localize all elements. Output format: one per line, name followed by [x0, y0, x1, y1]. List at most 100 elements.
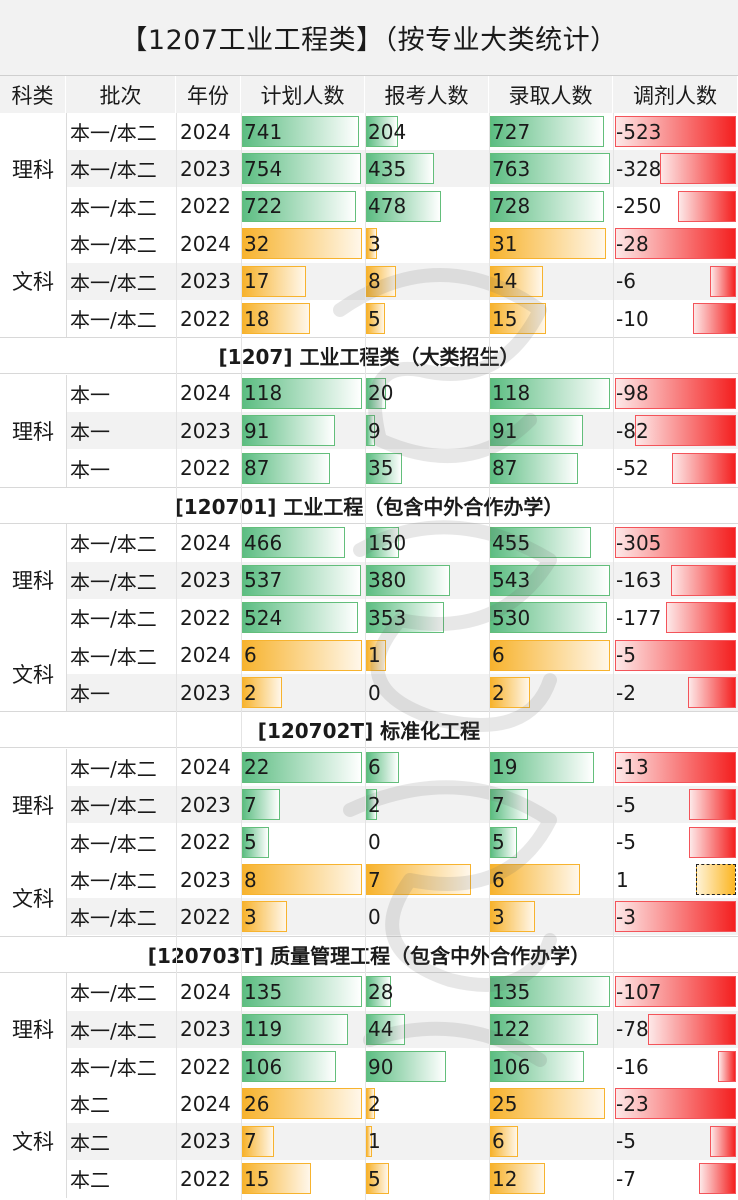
- subject-cell: 理科: [0, 374, 67, 487]
- table-row: 本一/本二 2022 18 5 15 -10: [0, 300, 738, 337]
- plan-value: 8: [244, 867, 257, 892]
- apply-bar: [366, 153, 434, 185]
- apply-value: 90: [368, 1054, 394, 1079]
- apply-value: 3: [368, 231, 381, 256]
- batch-cell: 本一/本二: [70, 756, 157, 781]
- apply-bar: [366, 527, 399, 559]
- adjust-bar: [615, 527, 736, 559]
- year-cell: 2024: [180, 643, 231, 668]
- adjust-bar: [718, 1051, 736, 1082]
- apply-bar: [366, 265, 396, 297]
- table-row: 本一 2022 87 35 87 -52: [0, 450, 738, 487]
- header-adjust: 调剂人数: [613, 76, 738, 113]
- apply-bar: [366, 303, 385, 334]
- apply-value: 380: [368, 568, 407, 593]
- column-divider: [489, 113, 490, 1200]
- table-row: 本一/本二 2023 537 380 543 -163: [0, 561, 738, 599]
- apply-bar: [366, 1088, 375, 1120]
- year-cell: 2023: [180, 680, 231, 705]
- table-row: 本一/本二 2023 119 44 122 -78: [0, 1010, 738, 1048]
- apply-bar: [366, 864, 471, 895]
- section-header: [1207] 工业工程类（大类招生）: [0, 337, 738, 375]
- apply-bar: [366, 1125, 372, 1157]
- admit-bar: [490, 677, 530, 708]
- admit-value: 91: [492, 418, 518, 443]
- year-cell: 2024: [180, 755, 231, 780]
- plan-bar: [242, 1051, 336, 1082]
- apply-bar: [366, 751, 399, 783]
- adjust-value: -23: [616, 1091, 649, 1116]
- admit-bar: [490, 1013, 598, 1045]
- adjust-bar: [615, 228, 736, 260]
- adjust-value: -5: [616, 792, 636, 817]
- plan-value: 32: [244, 231, 270, 256]
- adjust-bar: [678, 190, 736, 222]
- batch-cell: 本一: [70, 382, 110, 407]
- apply-value: 20: [368, 381, 394, 406]
- year-cell: 2022: [180, 1054, 231, 1079]
- year-cell: 2024: [180, 530, 231, 555]
- batch-cell: 本一/本二: [70, 569, 157, 594]
- table-row: 本一/本二 2023 17 8 14 -6: [0, 262, 738, 300]
- batch-cell: 本二: [70, 1093, 110, 1118]
- plan-value: 17: [244, 269, 270, 294]
- admit-bar: [490, 976, 610, 1008]
- apply-bar: [366, 377, 386, 409]
- plan-value: 87: [244, 456, 270, 481]
- table-row: 本一/本二 2022 5 0 5 -5: [0, 824, 738, 861]
- plan-bar: [242, 116, 359, 147]
- batch-cell: 本二: [70, 1168, 110, 1193]
- batch-cell: 本二: [70, 1130, 110, 1155]
- table-row: 本一 2023 91 9 91 -82: [0, 412, 738, 450]
- subject-cell: 理科: [0, 113, 67, 226]
- adjust-value: -6: [616, 269, 636, 294]
- year-cell: 2023: [180, 568, 231, 593]
- plan-value: 466: [244, 530, 283, 555]
- apply-bar: [366, 1051, 446, 1082]
- apply-value: 5: [368, 306, 381, 331]
- adjust-bar: [648, 1013, 736, 1045]
- adjust-bar: [688, 677, 736, 708]
- plan-value: 22: [244, 755, 270, 780]
- admit-bar: [490, 153, 610, 185]
- adjust-value: -52: [616, 456, 649, 481]
- admit-value: 727: [492, 119, 531, 144]
- adjust-value: -7: [616, 1166, 636, 1191]
- table-row: 本一/本二 2024 6 1 6 -5: [0, 637, 738, 674]
- apply-value: 0: [368, 680, 381, 705]
- apply-value: 6: [368, 755, 381, 780]
- year-cell: 2023: [180, 792, 231, 817]
- admit-value: 15: [492, 306, 518, 331]
- admit-bar: [490, 1125, 518, 1157]
- adjust-value: -177: [616, 605, 662, 630]
- subject-cell: 理科: [0, 973, 67, 1086]
- section-header: [120701] 工业工程（包含中外合作办学）: [0, 487, 738, 524]
- plan-value: 15: [244, 1166, 270, 1191]
- plan-value: 6: [244, 643, 257, 668]
- adjust-value: -82: [616, 418, 649, 443]
- apply-value: 8: [368, 269, 381, 294]
- year-cell: 2022: [180, 830, 231, 855]
- admit-value: 3: [492, 904, 505, 929]
- adjust-bar: [660, 153, 736, 185]
- apply-value: 2: [368, 1091, 381, 1116]
- header-batch: 批次: [66, 76, 176, 113]
- adjust-value: -305: [616, 530, 662, 555]
- table-header: 科类 批次 年份 计划人数 报考人数 录取人数 调剂人数: [0, 76, 738, 113]
- adjust-value: -10: [616, 306, 649, 331]
- plan-bar: [242, 415, 335, 447]
- apply-value: 7: [368, 867, 381, 892]
- adjust-bar: [615, 751, 736, 783]
- batch-cell: 本一/本二: [70, 233, 157, 258]
- admit-bar: [490, 527, 591, 559]
- plan-value: 7: [244, 1129, 257, 1154]
- batch-cell: 本一/本二: [70, 270, 157, 295]
- table-row: 本一/本二 2023 754 435 763 -328: [0, 150, 738, 188]
- apply-bar: [366, 976, 391, 1008]
- table-row: 本一/本二 2024 466 150 455 -305: [0, 524, 738, 561]
- apply-bar: [366, 116, 398, 147]
- admit-bar: [490, 190, 604, 222]
- plan-bar: [242, 228, 362, 260]
- apply-bar: [366, 190, 441, 222]
- batch-cell: 本一/本二: [70, 308, 157, 332]
